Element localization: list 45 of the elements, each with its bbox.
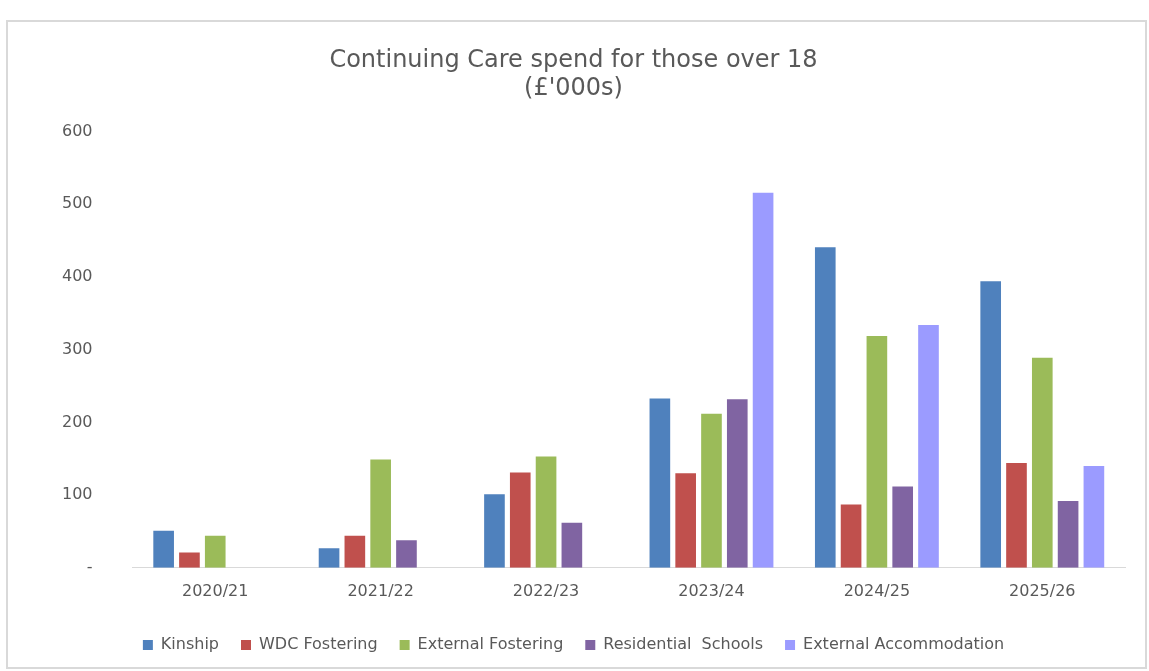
bar — [892, 486, 914, 568]
legend-label: Kinship — [160, 634, 220, 654]
x-tick-label: 2024/25 — [843, 580, 911, 600]
bar — [701, 413, 722, 568]
chart-title: Continuing Care spend for those over 18 (£'000s) — [329, 44, 818, 102]
y-tick-label: 600 — [61, 120, 93, 140]
legend-label: WDC Fostering — [259, 634, 378, 654]
bar — [179, 552, 200, 568]
y-tick-label: 300 — [61, 338, 93, 358]
bar — [153, 530, 174, 568]
legend-label: External Accommodation — [803, 634, 1005, 654]
x-tick-label: 2023/24 — [678, 580, 745, 600]
bar — [675, 473, 696, 568]
x-tick-label: 2025/26 — [1009, 580, 1076, 600]
bar — [1083, 466, 1105, 568]
bar — [980, 281, 1002, 568]
bar — [1031, 357, 1053, 568]
x-tick-label: 2020/21 — [182, 580, 249, 600]
bar — [726, 399, 748, 568]
y-tick-label: 500 — [61, 193, 93, 213]
x-tick-label: 2022/23 — [512, 580, 580, 600]
bar — [561, 522, 583, 568]
bar — [344, 535, 366, 568]
bar — [918, 324, 939, 568]
legend-label: External Fostering — [417, 634, 564, 654]
bar — [1006, 463, 1027, 568]
bar — [484, 494, 505, 568]
bar — [535, 456, 557, 568]
x-tick-label: 2021/22 — [347, 580, 414, 600]
legend-label: Residential Schools — [603, 634, 764, 654]
y-tick-label: 100 — [61, 484, 93, 504]
bar — [752, 192, 774, 568]
bar — [204, 535, 226, 568]
y-tick-label: - — [86, 556, 93, 576]
bar — [649, 398, 671, 568]
y-tick-label: 400 — [61, 266, 93, 286]
bar — [509, 472, 531, 568]
bar — [840, 504, 862, 568]
bar — [370, 459, 391, 568]
bar — [1057, 500, 1079, 568]
bar — [866, 335, 888, 568]
bar — [396, 540, 417, 568]
y-tick-label: 200 — [61, 411, 93, 431]
bar — [814, 247, 836, 568]
bar — [318, 548, 340, 568]
